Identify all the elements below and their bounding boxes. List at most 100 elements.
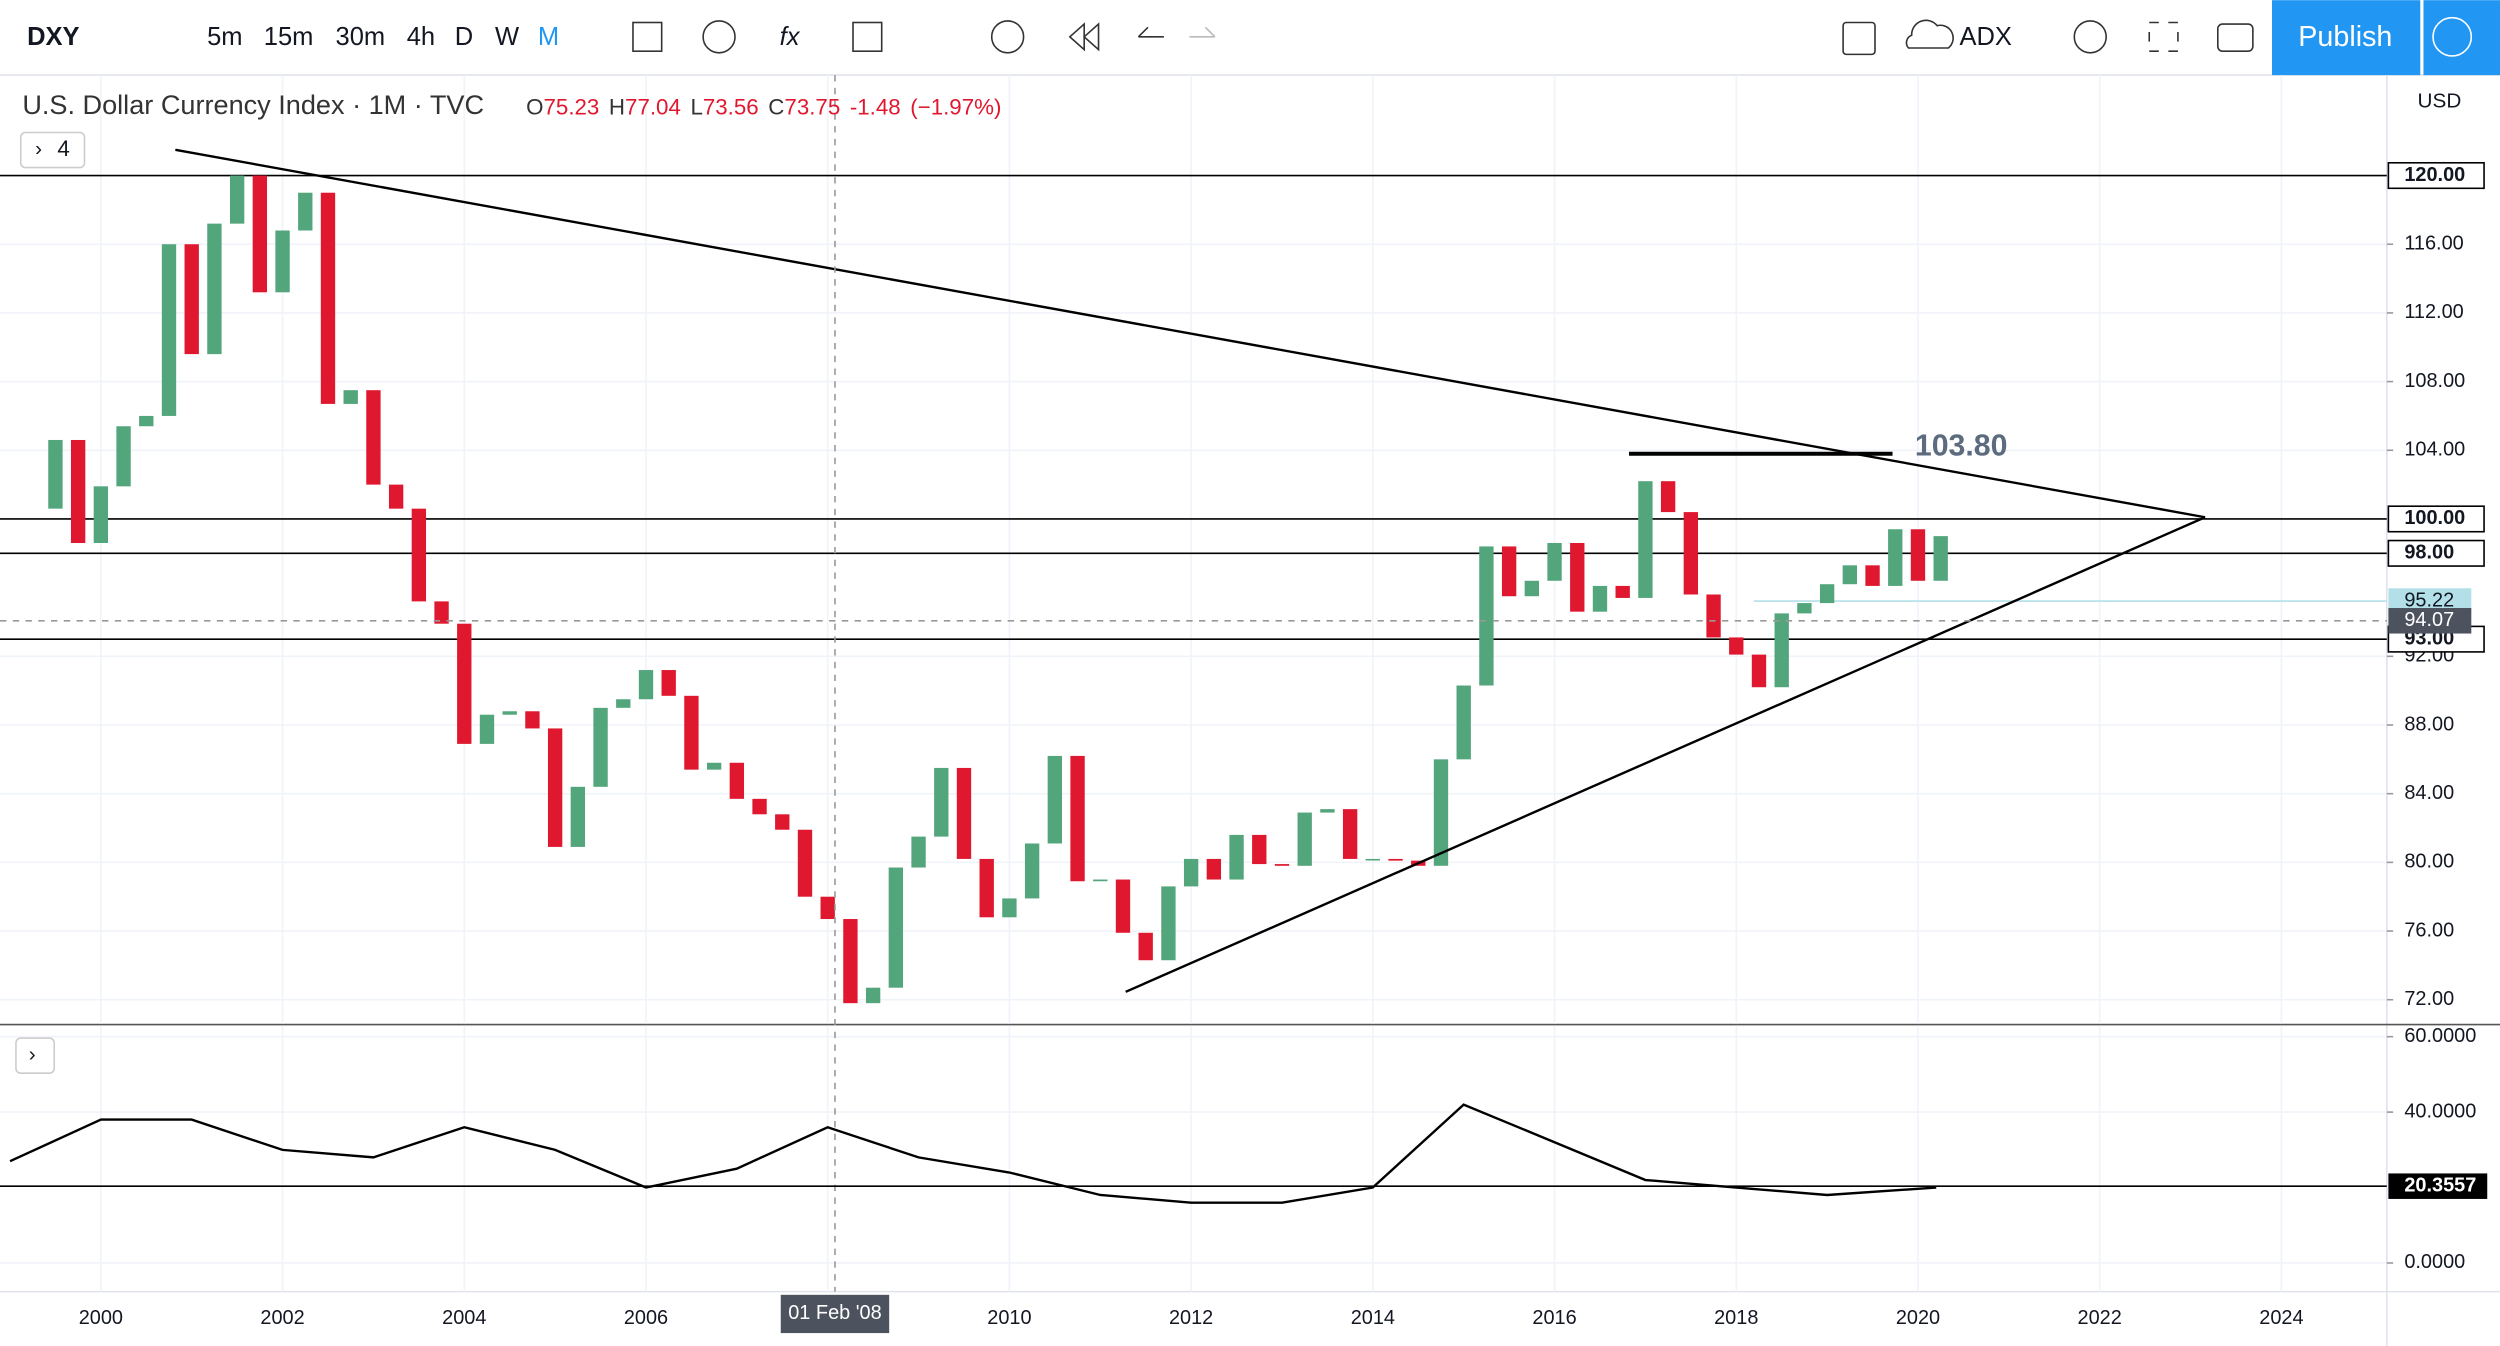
ohlc-key: L xyxy=(690,94,702,119)
replay-icon[interactable] xyxy=(1068,22,1100,52)
candle-body xyxy=(1910,529,1926,581)
candle-body xyxy=(366,390,381,485)
candle-body xyxy=(638,670,654,700)
indicator-name[interactable]: ADX xyxy=(1960,23,2012,51)
candle-body xyxy=(1547,542,1562,581)
x-tick-label: 2006 xyxy=(624,1307,668,1329)
currency: USD xyxy=(2418,90,2462,113)
price-line-label: 98.00 xyxy=(2404,542,2454,564)
ohlc-legend: O75.23 H77.04 L73.56 C73.75 -1.48 (−1.97%) xyxy=(526,94,1001,119)
collapse-arrow[interactable]: › xyxy=(35,138,42,161)
interval-button[interactable]: M xyxy=(538,23,559,51)
candle-body xyxy=(1933,536,1948,581)
collapsed-count[interactable]: 4 xyxy=(57,136,69,161)
collapse-button[interactable] xyxy=(19,131,86,169)
adx-line xyxy=(9,1103,1937,1204)
candle-body xyxy=(252,175,268,293)
plot-area: 2000200220042006200820102012201420162018… xyxy=(0,75,2500,1346)
candle-body xyxy=(457,623,472,744)
candle-body xyxy=(1592,585,1608,612)
candle-body xyxy=(1342,809,1358,859)
y-tick-label: 80.00 xyxy=(2404,851,2454,873)
interval-button[interactable]: 4h xyxy=(407,23,435,51)
candle-body xyxy=(320,192,336,404)
candle-body xyxy=(775,814,790,830)
x-tick-label: 2018 xyxy=(1714,1307,1758,1329)
candle-body xyxy=(1570,542,1585,612)
candle-body xyxy=(229,175,245,224)
interval-button[interactable]: 30m xyxy=(336,23,386,51)
y-tick-label: 88.00 xyxy=(2404,713,2454,735)
settings-icon[interactable] xyxy=(2073,20,2107,54)
candle-body xyxy=(1615,585,1630,598)
candle-body xyxy=(93,486,109,543)
candle-body xyxy=(411,508,427,602)
candle-body xyxy=(1024,843,1040,899)
publish-button[interactable] xyxy=(2272,0,2421,76)
publish-label[interactable]: Publish xyxy=(2298,21,2392,53)
candle-body xyxy=(797,829,813,897)
price-line-label-box xyxy=(2387,161,2485,190)
candle-body xyxy=(593,707,608,787)
interval-button[interactable]: W xyxy=(495,23,519,51)
candle-body xyxy=(1093,879,1108,882)
interval-button[interactable]: D xyxy=(455,23,473,51)
symbol[interactable]: DXY xyxy=(27,23,79,51)
candle-body xyxy=(1229,834,1244,880)
layout-icon[interactable] xyxy=(1842,21,1876,56)
pane-collapse-button[interactable] xyxy=(15,1037,56,1074)
candle-body xyxy=(1456,685,1471,760)
candle-body xyxy=(956,767,972,859)
candle-body xyxy=(1115,879,1131,933)
fullscreen-icon[interactable] xyxy=(2148,21,2179,52)
play-button[interactable] xyxy=(2423,0,2500,76)
add-icon[interactable] xyxy=(702,20,736,54)
candle-body xyxy=(729,762,745,799)
x-tick-label: 2004 xyxy=(442,1307,486,1329)
y-tick-label: 76.00 xyxy=(2404,919,2454,941)
snapshot-icon[interactable] xyxy=(2216,23,2254,52)
y-tick-label: 0.0000 xyxy=(2404,1251,2465,1273)
candle-body xyxy=(502,711,517,715)
candle-body xyxy=(298,192,313,231)
y-tick-label: 72.00 xyxy=(2404,988,2454,1010)
redo-icon[interactable] xyxy=(1189,26,1216,38)
candle-body xyxy=(1433,759,1449,866)
candle-body xyxy=(1320,809,1335,813)
pane-collapse-arrow[interactable]: › xyxy=(29,1043,36,1066)
candle-body xyxy=(1797,603,1812,614)
candle-body xyxy=(275,230,290,293)
x-tick-label: 2010 xyxy=(987,1307,1031,1329)
candle-body xyxy=(1161,886,1176,961)
alert-icon[interactable] xyxy=(990,20,1025,54)
x-tick-label: 2000 xyxy=(79,1307,123,1329)
candle-body xyxy=(1070,755,1085,882)
y-tick-label: 60.0000 xyxy=(2404,1025,2476,1047)
candle-icon[interactable] xyxy=(632,21,663,52)
play-icon[interactable] xyxy=(2432,16,2473,57)
x-tick-label: 2014 xyxy=(1351,1307,1395,1329)
interval-button[interactable]: 5m xyxy=(207,23,242,51)
candle-body xyxy=(1638,481,1653,598)
change: -1.48 xyxy=(850,94,901,119)
fx-icon[interactable]: fx xyxy=(780,23,801,51)
candle-body xyxy=(207,223,222,355)
candle-body xyxy=(479,714,495,744)
price-line-label: 100.00 xyxy=(2404,507,2465,529)
y-tick-label: 40.0000 xyxy=(2404,1100,2476,1122)
templates-icon[interactable] xyxy=(852,21,883,52)
cloud-icon[interactable] xyxy=(1905,19,1954,49)
candle-body xyxy=(184,244,199,355)
crosshair-y-label: 94.07 xyxy=(2404,609,2454,631)
candle-body xyxy=(388,484,404,509)
y-tick-label: 104.00 xyxy=(2404,439,2465,461)
interval-button[interactable]: 15m xyxy=(264,23,314,51)
candle-body xyxy=(1524,580,1540,597)
undo-icon[interactable] xyxy=(1137,26,1164,38)
candle-body xyxy=(139,415,154,427)
candle-body xyxy=(1865,565,1880,586)
y-tick-label: 108.00 xyxy=(2404,370,2465,392)
candle-body xyxy=(706,762,722,770)
adx-marker-label: 20.3557 xyxy=(2404,1174,2476,1196)
candle-body xyxy=(116,426,131,487)
